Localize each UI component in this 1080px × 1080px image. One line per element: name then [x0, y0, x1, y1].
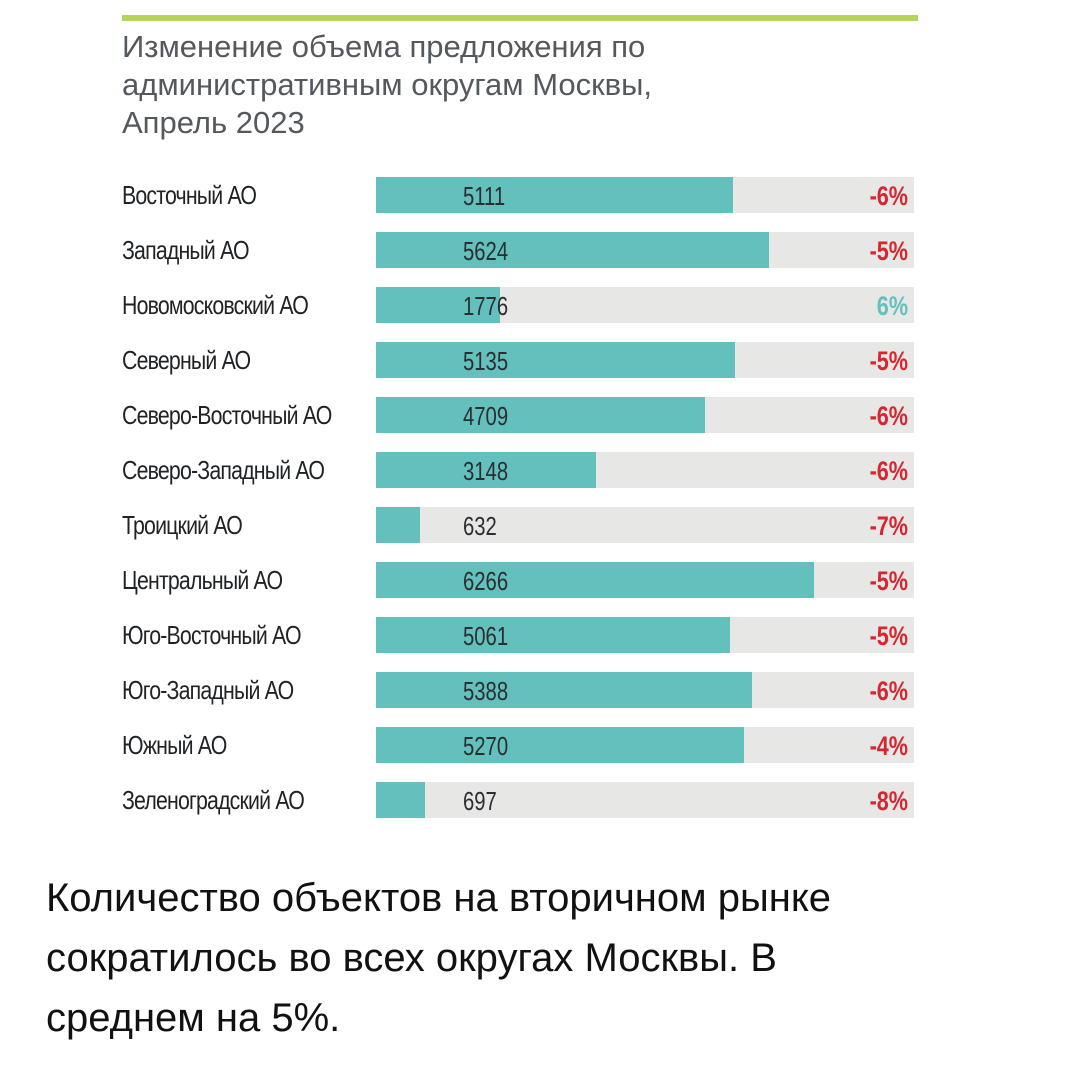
- bar-track: 5111 -6%: [376, 177, 914, 213]
- bar-row: Северный АО 5135 -5%: [0, 342, 1080, 378]
- bar: [376, 232, 769, 268]
- bar-row: Юго-Западный АО 5388 -6%: [0, 672, 1080, 708]
- value-label: 5135: [463, 346, 509, 376]
- bar: [376, 672, 752, 708]
- bar: [376, 287, 500, 323]
- category-label: Юго-Восточный АО: [122, 620, 302, 650]
- bar-row: Западный АО 5624 -5%: [0, 232, 1080, 268]
- value-label: 5111: [463, 181, 506, 211]
- bar-row: Юго-Восточный АО 5061 -5%: [0, 617, 1080, 653]
- bar: [376, 727, 744, 763]
- change-label: -6%: [869, 181, 908, 211]
- category-label: Северо-Восточный АО: [122, 400, 332, 430]
- bar-track: 632 -7%: [376, 507, 914, 543]
- caption-line-1: Количество объектов на вторичном рынке: [46, 876, 832, 920]
- change-label: -7%: [869, 511, 908, 541]
- bar-chart: Восточный АО 5111 -6% Западный АО 5624 -5% Нов…: [0, 177, 1080, 818]
- category-label: Зеленоградский АО: [122, 785, 305, 815]
- bar-row: Центральный АО 6266 -5%: [0, 562, 1080, 598]
- title-accent-rule: [122, 15, 918, 21]
- bar-row: Троицкий АО 632 -7%: [0, 507, 1080, 543]
- chart-title: Изменение объема предложения по админист…: [122, 28, 922, 142]
- change-label: -6%: [869, 401, 908, 431]
- category-label: Новомосковский АО: [122, 290, 309, 320]
- category-label: Северо-Западный АО: [122, 455, 325, 485]
- bar: [376, 617, 730, 653]
- category-label: Восточный АО: [122, 180, 257, 210]
- bar: [376, 507, 420, 543]
- caption-line-3: среднем на 5%.: [46, 996, 341, 1040]
- bar-track: 697 -8%: [376, 782, 914, 818]
- bar-track: 4709 -6%: [376, 397, 914, 433]
- change-label: -6%: [869, 676, 908, 706]
- bar-track: 1776 6%: [376, 287, 914, 323]
- value-label: 6266: [463, 566, 509, 596]
- value-label: 5624: [463, 236, 509, 266]
- bar: [376, 342, 735, 378]
- bar-track: 5061 -5%: [376, 617, 914, 653]
- bar-row: Южный АО 5270 -4%: [0, 727, 1080, 763]
- value-label: 632: [463, 511, 497, 541]
- category-label: Центральный АО: [122, 565, 283, 595]
- bar-track: 3148 -6%: [376, 452, 914, 488]
- bar: [376, 562, 814, 598]
- change-label: -8%: [869, 786, 908, 816]
- bar: [376, 397, 705, 433]
- value-label: 5388: [463, 676, 509, 706]
- chart-title-line-3: Апрель 2023: [122, 105, 305, 140]
- bar-track: 5624 -5%: [376, 232, 914, 268]
- caption: Количество объектов на вторичном рынке с…: [46, 868, 1046, 1048]
- change-label: -5%: [869, 621, 908, 651]
- change-label: 6%: [876, 291, 908, 321]
- chart-title-line-2: административным округам Москвы,: [122, 67, 653, 102]
- chart-title-line-1: Изменение объема предложения по: [122, 29, 646, 64]
- value-label: 697: [463, 786, 497, 816]
- change-label: -5%: [869, 566, 908, 596]
- value-label: 1776: [463, 291, 509, 321]
- category-label: Западный АО: [122, 235, 250, 265]
- change-label: -5%: [869, 236, 908, 266]
- bar-row: Восточный АО 5111 -6%: [0, 177, 1080, 213]
- value-label: 5061: [463, 621, 509, 651]
- category-label: Троицкий АО: [122, 510, 243, 540]
- bar-track: 5270 -4%: [376, 727, 914, 763]
- category-label: Северный АО: [122, 345, 251, 375]
- change-label: -4%: [869, 731, 908, 761]
- bar: [376, 177, 733, 213]
- bar: [376, 452, 596, 488]
- value-label: 4709: [463, 401, 509, 431]
- change-label: -6%: [869, 456, 908, 486]
- bar-track: 6266 -5%: [376, 562, 914, 598]
- bar: [376, 782, 425, 818]
- bar-row: Северо-Восточный АО 4709 -6%: [0, 397, 1080, 433]
- value-label: 5270: [463, 731, 509, 761]
- category-label: Юго-Западный АО: [122, 675, 294, 705]
- bar-row: Зеленоградский АО 697 -8%: [0, 782, 1080, 818]
- change-label: -5%: [869, 346, 908, 376]
- bar-row: Новомосковский АО 1776 6%: [0, 287, 1080, 323]
- bar-row: Северо-Западный АО 3148 -6%: [0, 452, 1080, 488]
- bar-track: 5388 -6%: [376, 672, 914, 708]
- value-label: 3148: [463, 456, 509, 486]
- bar-track: 5135 -5%: [376, 342, 914, 378]
- caption-line-2: сократилось во всех округах Москвы. В: [46, 936, 777, 980]
- category-label: Южный АО: [122, 730, 227, 760]
